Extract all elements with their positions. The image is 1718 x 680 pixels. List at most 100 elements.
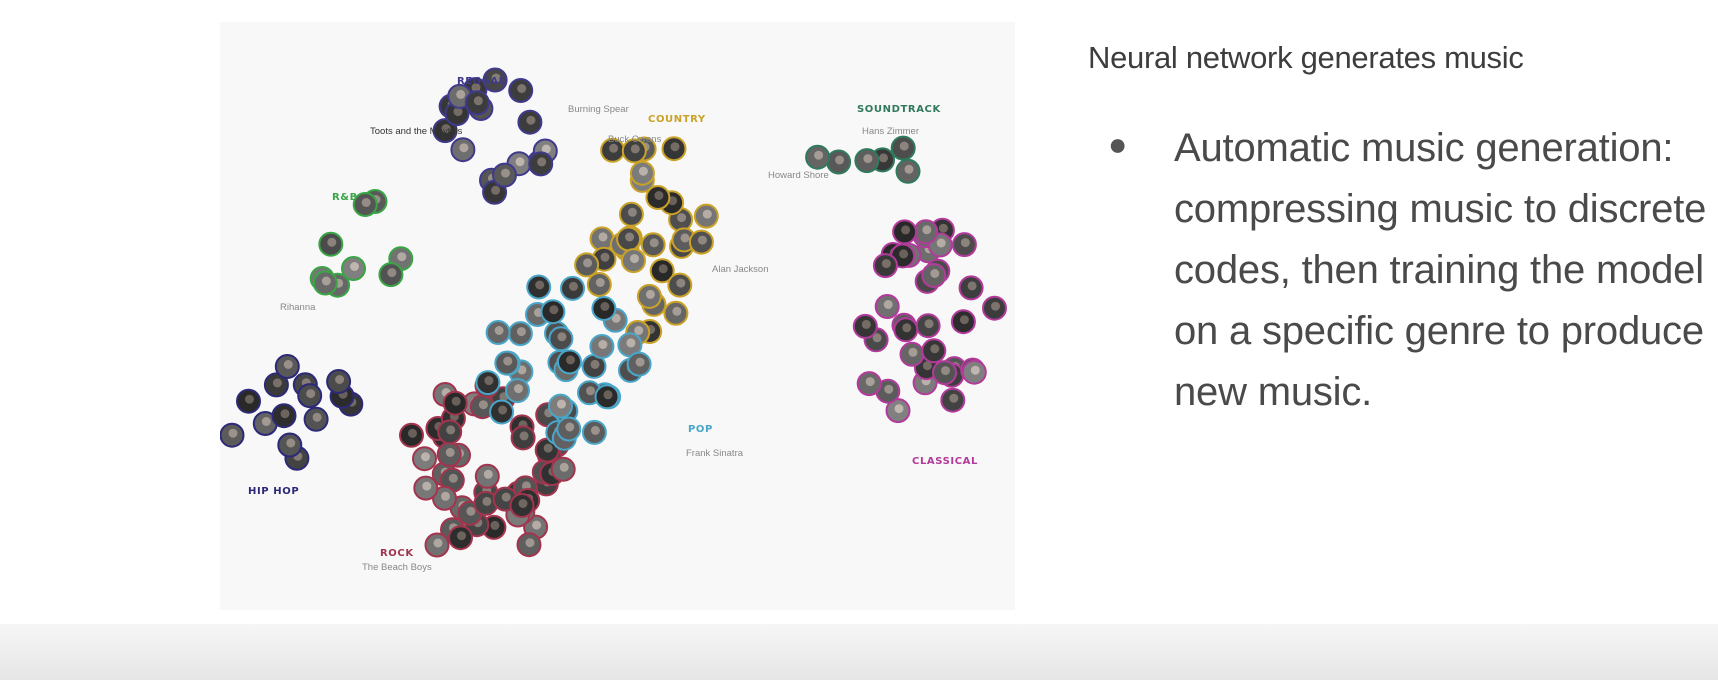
- artist-label-hans_zimmer: Hans Zimmer: [862, 126, 919, 137]
- face-shape: [433, 538, 443, 548]
- artist-label-frank_sinatra: Frank Sinatra: [686, 448, 744, 459]
- face-shape: [566, 355, 575, 365]
- face-shape: [473, 96, 483, 106]
- face-shape: [518, 499, 528, 508]
- artist-label-toots: Toots and the Maytals: [370, 126, 463, 137]
- slide-title: Neural network generates music: [1088, 40, 1524, 75]
- face-shape: [557, 332, 567, 342]
- face-shape: [658, 264, 668, 274]
- face-shape: [899, 249, 909, 259]
- face-shape: [517, 84, 527, 93]
- face-shape: [626, 338, 636, 348]
- face-shape: [516, 327, 526, 337]
- face-shape: [387, 268, 397, 278]
- face-shape: [280, 409, 290, 419]
- face-shape: [941, 366, 950, 376]
- face-shape: [535, 280, 545, 290]
- face-shape: [959, 315, 969, 325]
- face-shape: [586, 386, 595, 396]
- face-shape: [484, 376, 494, 386]
- cluster-soundtrack: [805, 135, 921, 184]
- face-shape: [649, 238, 659, 248]
- face-shape: [422, 481, 432, 491]
- face-shape: [600, 252, 610, 262]
- face-shape: [872, 333, 882, 343]
- artist-cluster-plot: REGGAE COUNTRY SOUNDTRACK R&B HIP HOP ROCK POP…: [220, 67, 1007, 573]
- face-shape: [600, 302, 610, 311]
- face-shape: [525, 538, 535, 548]
- face-shape: [702, 209, 712, 219]
- face-shape: [312, 412, 322, 422]
- face-shape: [697, 235, 707, 245]
- face-shape: [526, 115, 536, 125]
- face-shape: [645, 289, 655, 299]
- face-shape: [638, 166, 648, 176]
- face-shape: [634, 326, 644, 335]
- face-shape: [814, 150, 824, 160]
- face-shape: [670, 142, 680, 152]
- face-shape: [967, 281, 977, 291]
- face-shape: [361, 198, 371, 207]
- face-shape: [609, 143, 619, 153]
- face-shape: [595, 278, 605, 287]
- face-shape: [272, 378, 282, 388]
- face-shape: [478, 400, 488, 410]
- face-shape: [960, 238, 970, 248]
- face-shape: [446, 425, 456, 435]
- face-shape: [327, 237, 337, 247]
- genre-label-rock: ROCK: [380, 548, 414, 559]
- face-shape: [490, 520, 500, 530]
- face-shape: [350, 262, 359, 271]
- face-shape: [532, 520, 542, 530]
- cluster-pop: [475, 274, 652, 451]
- face-shape: [899, 141, 909, 151]
- face-shape: [498, 405, 508, 415]
- face-shape: [924, 319, 934, 329]
- face-shape: [881, 259, 891, 269]
- face-shape: [494, 326, 504, 335]
- face-shape: [448, 473, 458, 483]
- face-shape: [676, 278, 686, 288]
- face-shape: [884, 384, 894, 394]
- face-shape: [514, 384, 523, 394]
- face-shape: [501, 492, 511, 502]
- cluster-classical: [852, 217, 1007, 424]
- face-shape: [557, 399, 566, 409]
- genre-label-country: COUNTRY: [648, 114, 706, 125]
- face-shape: [408, 428, 417, 438]
- cluster-rnb: [309, 189, 414, 298]
- face-shape: [938, 223, 948, 233]
- face-shape: [630, 254, 639, 264]
- face-shape: [569, 281, 578, 291]
- genre-label-pop: POP: [688, 424, 713, 435]
- genre-label-rnb: R&B: [332, 192, 358, 203]
- face-shape: [456, 89, 466, 99]
- face-shape: [482, 496, 492, 506]
- cluster-hiphop: [220, 354, 364, 471]
- face-shape: [321, 276, 331, 286]
- face-shape: [863, 154, 873, 164]
- artist-label-burning_spear: Burning Spear: [568, 104, 629, 115]
- cluster-reggae: [432, 67, 558, 205]
- face-shape: [861, 319, 871, 329]
- face-shape: [565, 422, 575, 432]
- face-shape: [459, 143, 469, 153]
- face-shape: [970, 365, 980, 375]
- face-shape: [453, 107, 463, 117]
- cluster-country: [574, 136, 719, 345]
- genre-embedding-figure: REGGAE COUNTRY SOUNDTRACK R&B HIP HOP ROCK POP…: [220, 22, 1015, 610]
- face-shape: [904, 164, 914, 174]
- face-shape: [879, 153, 888, 163]
- face-shape: [503, 356, 513, 366]
- face-shape: [922, 361, 932, 371]
- genre-label-hiphop: HIP HOP: [248, 486, 299, 497]
- face-shape: [625, 232, 635, 242]
- face-shape: [491, 73, 501, 83]
- genre-label-reggae: REGGAE: [457, 76, 506, 87]
- face-shape: [491, 185, 501, 195]
- artist-label-beach_boys: The Beach Boys: [362, 562, 432, 573]
- face-shape: [286, 438, 296, 448]
- face-shape: [627, 207, 637, 217]
- face-shape: [397, 252, 407, 262]
